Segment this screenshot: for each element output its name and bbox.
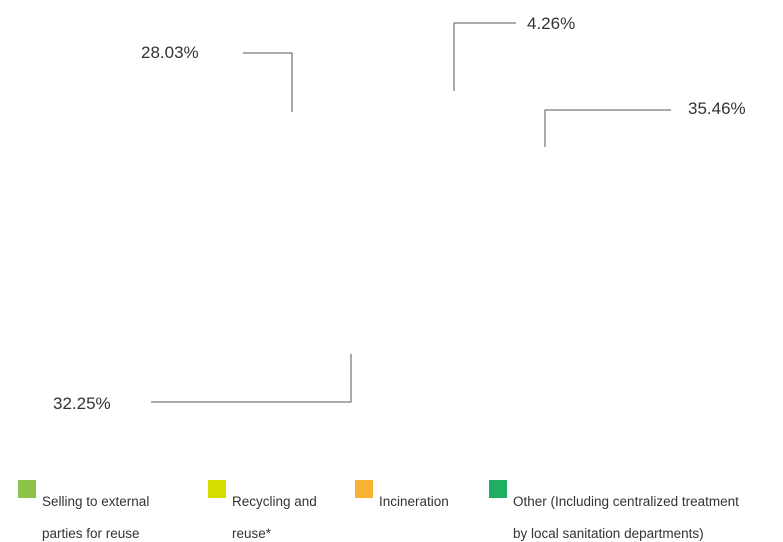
legend-item-recycling[interactable]: Recycling and reuse* <box>208 478 317 542</box>
legend-swatch-incineration <box>355 480 373 498</box>
leader-line-selling <box>243 52 293 112</box>
legend-swatch-selling <box>18 480 36 498</box>
legend-label-incineration: Incineration <box>379 478 449 510</box>
legend-item-other[interactable]: Other (Including centralized treatment b… <box>489 478 739 542</box>
chart-legend: Selling to external parties for reuse Re… <box>0 478 783 541</box>
legend-label-recycling-line1: Recycling and <box>232 494 317 509</box>
legend-item-incineration[interactable]: Incineration <box>355 478 449 510</box>
leader-line-recycling <box>453 22 516 91</box>
legend-label-other-line2: by local sanitation departments) <box>513 526 704 541</box>
legend-label-recycling-line2: reuse* <box>232 526 272 541</box>
legend-item-selling[interactable]: Selling to external parties for reuse <box>18 478 149 542</box>
legend-label-recycling: Recycling and reuse* <box>232 478 317 542</box>
legend-label-other-line1: Other (Including centralized treatment <box>513 494 739 509</box>
legend-label-selling-line1: Selling to external <box>42 494 150 509</box>
legend-swatch-other <box>489 480 507 498</box>
pie-chart: 28.03% 4.26% 35.46% 32.25% <box>53 14 746 413</box>
legend-label-other: Other (Including centralized treatment b… <box>513 478 739 542</box>
leader-line-other <box>151 354 352 403</box>
data-label-incineration: 35.46% <box>688 99 746 118</box>
legend-label-incineration-line1: Incineration <box>379 494 449 509</box>
legend-label-selling-line2: parties for reuse <box>42 526 140 541</box>
data-label-recycling: 4.26% <box>527 14 575 33</box>
legend-label-selling: Selling to external parties for reuse <box>42 478 149 542</box>
data-label-selling: 28.03% <box>141 43 199 62</box>
leader-line-incineration <box>544 109 671 147</box>
data-label-other: 32.25% <box>53 394 111 413</box>
legend-swatch-recycling <box>208 480 226 498</box>
